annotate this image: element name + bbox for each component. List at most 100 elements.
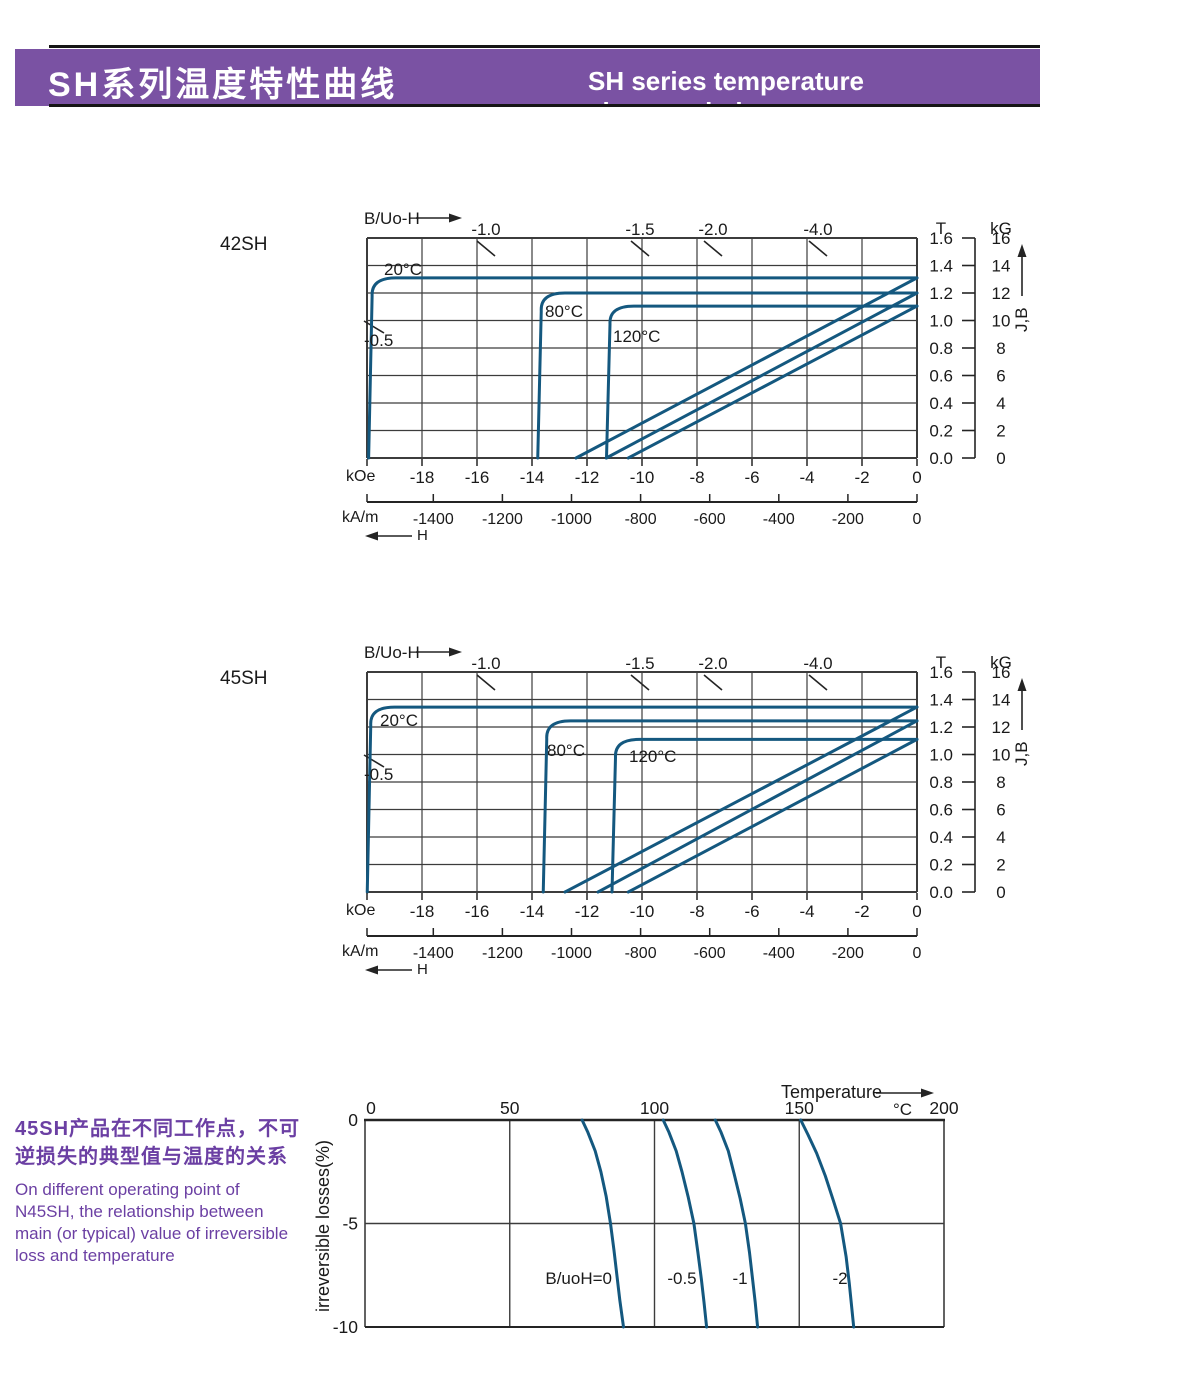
koe-tick-label: 0 — [912, 468, 921, 487]
chart1-name: 42SH — [220, 234, 268, 255]
t-tick-label: 0.4 — [929, 394, 953, 413]
chart1-loadline-label-2: -1.5 — [625, 220, 655, 239]
j-curve — [365, 705, 919, 894]
koe-tick-label: -16 — [465, 468, 490, 487]
banner-bottom-rule — [49, 104, 1040, 107]
chart1-unit-tesla: T — [935, 219, 947, 238]
loss-curve-label-1: -1 — [732, 1269, 748, 1288]
loss-chart-x-axis-title: Temperature — [781, 1082, 883, 1102]
koe-tick-label: -12 — [575, 468, 600, 487]
koe-tick-label: -4 — [799, 468, 814, 487]
note-zh-line2: 逆损失的典型值与温度的关系 — [15, 1146, 288, 1168]
chart2-unit-kam: kA/m — [342, 943, 379, 960]
koe-tick-label: -8 — [689, 902, 704, 921]
load-line-mark — [808, 674, 828, 691]
kg-tick-label: 6 — [996, 801, 1005, 820]
j-curve — [536, 291, 919, 460]
arrow-head — [365, 965, 378, 975]
arrow-head — [921, 1088, 934, 1098]
loss-curve-label-2: -2 — [832, 1269, 848, 1288]
kg-tick-label: 8 — [996, 339, 1005, 358]
kg-tick-label: 8 — [996, 773, 1005, 792]
koe-tick-label: -4 — [799, 902, 814, 921]
loss-curve — [580, 1118, 625, 1329]
chart1-curve-label-80c: 80°C — [545, 302, 583, 321]
chart2-loadline-label-3: -2.0 — [698, 654, 728, 673]
j-curve — [610, 737, 919, 894]
kam-tick-label: -400 — [763, 945, 795, 962]
kam-tick-label: -400 — [763, 511, 795, 528]
kg-tick-label: 0 — [996, 883, 1005, 902]
kam-tick-label: -1400 — [413, 511, 454, 528]
loss-chart-y-axis-title: irreversible losses(%) — [313, 1139, 333, 1312]
koe-tick-label: -14 — [520, 468, 545, 487]
t-tick-label: 1.2 — [929, 284, 953, 303]
t-tick-label: 0.2 — [929, 422, 953, 441]
note-en-line2: N45SH, the relationship between — [15, 1202, 264, 1221]
load-line-mark — [476, 240, 496, 257]
arrow-head — [449, 213, 462, 223]
koe-tick-label: -10 — [630, 902, 655, 921]
t-tick-label: 0.6 — [929, 801, 953, 820]
koe-tick-label: -6 — [744, 468, 759, 487]
t-tick-label: 1.6 — [929, 663, 953, 682]
kam-tick-label: 0 — [913, 511, 922, 528]
kg-tick-label: 0 — [996, 449, 1005, 468]
note-zh-line1: 45SH产品在不同工作点，不可 — [15, 1118, 301, 1140]
j-curve — [367, 276, 919, 460]
koe-tick-label: -6 — [744, 902, 759, 921]
temp-tick-label: 100 — [640, 1098, 669, 1118]
load-line-mark — [363, 754, 385, 768]
t-tick-label: 1.0 — [929, 312, 953, 331]
b-curve — [604, 291, 919, 460]
arrow-head — [449, 647, 462, 657]
chart2-loadline-label-4: -4.0 — [803, 654, 833, 673]
page-title-en: SH series temperature characteristic — [588, 66, 865, 127]
t-tick-label: 1.2 — [929, 718, 953, 737]
loss-curve — [799, 1118, 856, 1329]
arrow-head — [365, 531, 378, 541]
load-line-mark — [630, 240, 650, 257]
load-line-mark — [363, 320, 385, 334]
kam-tick-label: -800 — [625, 511, 657, 528]
kam-tick-label: -600 — [694, 945, 726, 962]
chart1-curve-label-20c: 20°C — [384, 260, 422, 279]
koe-tick-label: -18 — [410, 468, 435, 487]
chart2-name: 45SH — [220, 668, 268, 689]
koe-tick-label: -8 — [689, 468, 704, 487]
kg-tick-label: 10 — [992, 312, 1011, 331]
kam-tick-label: -1200 — [482, 511, 523, 528]
temp-tick-label: 200 — [929, 1098, 958, 1118]
kg-tick-label: 4 — [996, 828, 1005, 847]
page-title-zh: SH系列温度特性曲线 — [48, 66, 398, 104]
chart1-unit-kilogauss: kG — [990, 219, 1012, 238]
chart1-top-axis-label: B/Uo-H — [364, 209, 420, 228]
chart2-jb-axis-label: J,B — [1012, 741, 1031, 766]
chart1-loadline-label-left: -0.5 — [364, 331, 394, 350]
kam-tick-label: -200 — [832, 945, 864, 962]
note-en-line1: On different operating point of — [15, 1180, 240, 1199]
load-line-mark — [476, 674, 496, 691]
loss-curve-label-0: B/uoH=0 — [545, 1269, 612, 1288]
note-en-line3: main (or typical) value of irreversible — [15, 1224, 289, 1243]
j-curve — [605, 304, 919, 460]
chart2-unit-koe: kOe — [346, 902, 376, 919]
chart1-loadline-label-3: -2.0 — [698, 220, 728, 239]
t-tick-label: 1.4 — [929, 691, 953, 710]
kam-tick-label: -1200 — [482, 945, 523, 962]
temp-tick-label: 150 — [785, 1098, 814, 1118]
b-curve — [574, 276, 919, 460]
t-tick-label: 0.2 — [929, 856, 953, 875]
kg-tick-label: 16 — [992, 229, 1011, 248]
chart2-curve-label-120c: 120°C — [629, 747, 677, 766]
kam-tick-label: -800 — [625, 945, 657, 962]
kg-tick-label: 16 — [992, 663, 1011, 682]
chart2-top-axis-label: B/Uo-H — [364, 643, 420, 662]
t-tick-label: 0.8 — [929, 773, 953, 792]
chart2-unit-kilogauss: kG — [990, 653, 1012, 672]
t-tick-label: 0.0 — [929, 449, 953, 468]
koe-tick-label: -14 — [520, 902, 545, 921]
chart1-unit-koe: kOe — [346, 468, 376, 485]
kam-tick-label: 0 — [913, 945, 922, 962]
